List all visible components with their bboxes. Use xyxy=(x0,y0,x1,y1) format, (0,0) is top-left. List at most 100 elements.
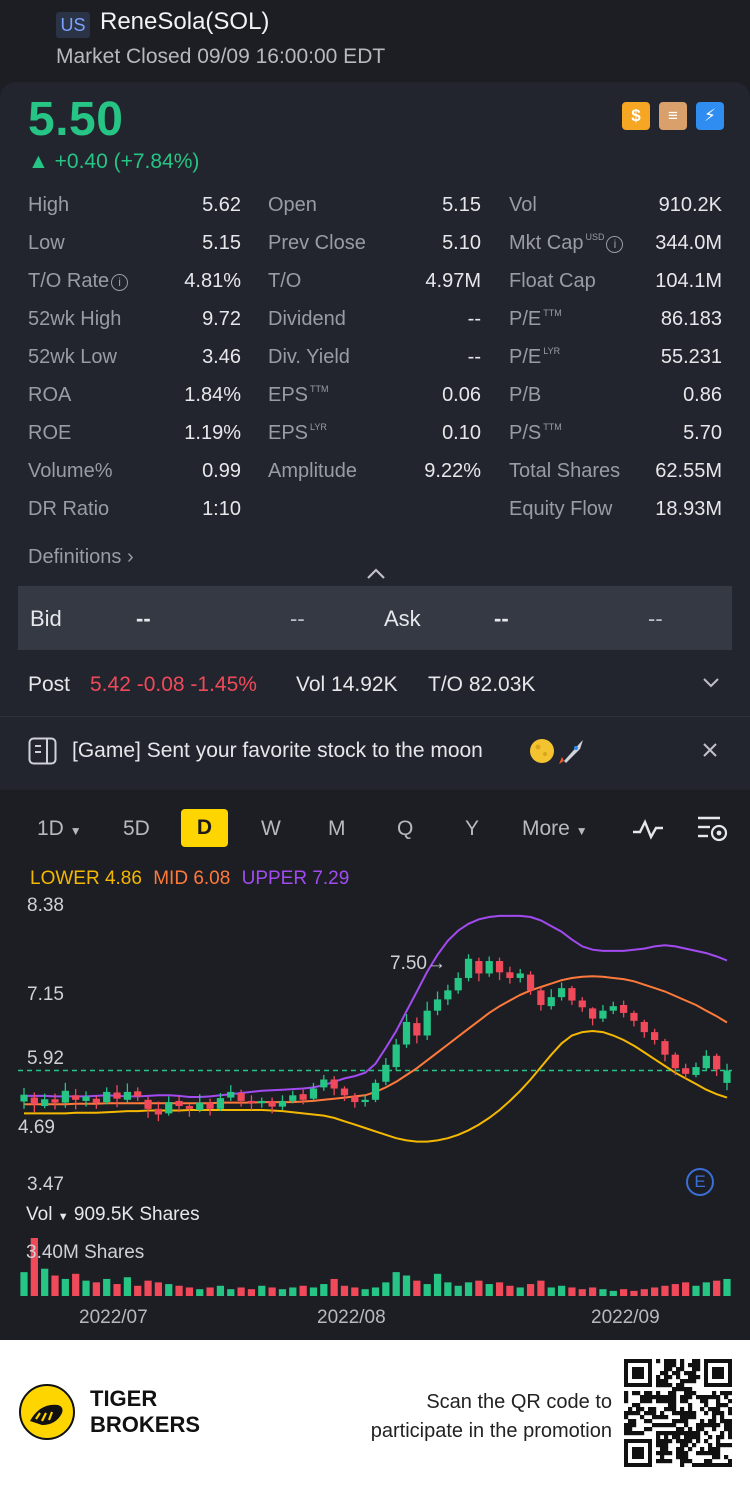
stat-label-text: Prev Close xyxy=(268,232,366,254)
caret-down-icon: ▼ xyxy=(575,824,588,838)
candle-body xyxy=(72,1095,80,1100)
stat-label-text: T/O xyxy=(268,270,302,292)
candle-body xyxy=(20,1094,28,1102)
stat-value: 5.15 xyxy=(442,194,481,217)
candle-body xyxy=(371,1082,380,1100)
tab-y[interactable]: Y xyxy=(465,817,480,840)
volume-bar xyxy=(216,1285,225,1296)
bid-size: -- xyxy=(290,606,305,631)
earnings-marker[interactable]: E xyxy=(686,1168,714,1196)
banner-text: [Game] Sent your favorite stock to the m… xyxy=(72,739,483,762)
info-icon[interactable]: i xyxy=(606,236,624,253)
volume-bar xyxy=(475,1280,483,1296)
candle-body xyxy=(247,1100,256,1104)
candle-body xyxy=(165,1102,173,1114)
candle-body xyxy=(289,1095,297,1101)
candle-body xyxy=(475,961,483,974)
candle-body xyxy=(454,977,462,991)
info-icon[interactable]: i xyxy=(111,274,129,291)
stat-label-text: Dividend xyxy=(268,308,346,330)
volume-bar xyxy=(72,1273,80,1296)
volume-bar xyxy=(599,1289,607,1296)
stat-value-text: 62.55M xyxy=(655,460,722,482)
tab-d[interactable]: D xyxy=(181,809,228,847)
post-price-change: 5.42 -0.08 -1.45% xyxy=(90,673,257,696)
stat-label: DR Ratio xyxy=(28,498,109,521)
candle-body xyxy=(433,999,442,1011)
volume-bar xyxy=(619,1289,628,1296)
stat-value-text: 18.93M xyxy=(655,498,722,520)
candle-body xyxy=(702,1055,710,1069)
volume-bar xyxy=(268,1287,276,1296)
tab-w[interactable]: W xyxy=(261,817,281,840)
volume-bar xyxy=(713,1280,721,1296)
post-market-row[interactable]: Post 5.42 -0.08 -1.45% Vol 14.92K T/O 82… xyxy=(0,655,750,715)
close-icon[interactable] xyxy=(702,742,718,758)
stat-label-text: EPS xyxy=(268,422,309,444)
candle-body xyxy=(578,1000,586,1008)
candlestick-chart[interactable] xyxy=(0,796,750,1340)
volume-bar xyxy=(651,1287,659,1296)
price-change: ▲ +0.40 (+7.84%) xyxy=(28,150,199,174)
boll-lower: LOWER 4.86 xyxy=(30,868,142,889)
bid-label: Bid xyxy=(30,606,62,631)
volume-bar xyxy=(547,1287,555,1296)
books-icon[interactable]: ≡ xyxy=(659,102,687,130)
stat-value-text: 4.97M xyxy=(425,270,481,292)
candle-body xyxy=(413,1023,421,1036)
stat-value-text: 0.10 xyxy=(442,422,481,444)
y-label: 5.92 xyxy=(27,1048,64,1069)
candle-body xyxy=(630,1012,638,1021)
volume-bar xyxy=(309,1287,318,1296)
candle-body xyxy=(268,1100,276,1107)
tab-m[interactable]: M xyxy=(328,817,346,840)
stat-label: Mkt Cap USD i xyxy=(509,232,624,255)
dollar-icon[interactable]: $ xyxy=(622,102,650,130)
stat-label: 52wk Low xyxy=(28,346,117,369)
stat-value: 1.84% xyxy=(184,384,241,407)
post-label: Post xyxy=(28,673,71,696)
promo-footer: TIGER BROKERS Scan the QR code to partic… xyxy=(0,1340,750,1486)
volume-bar xyxy=(41,1268,49,1296)
game-banner[interactable]: [Game] Sent your favorite stock to the m… xyxy=(0,716,750,782)
tab-more[interactable]: More ▼ xyxy=(522,817,588,841)
stat-label: ROA xyxy=(28,384,71,407)
tab-5d[interactable]: 5D xyxy=(123,817,150,840)
stat-value-text: 3.46 xyxy=(202,346,241,368)
y-label: 7.15 xyxy=(27,984,64,1005)
candle-body xyxy=(144,1099,152,1109)
volume-label: Vol xyxy=(26,1204,53,1225)
chevron-up-icon[interactable] xyxy=(366,567,386,581)
candle-body xyxy=(258,1100,266,1104)
candle-body xyxy=(444,990,452,1000)
flash-icon[interactable]: ⚡ xyxy=(696,102,724,130)
tab-q[interactable]: Q xyxy=(397,817,414,840)
volume-bar xyxy=(444,1282,452,1296)
post-volume: Vol 14.92K xyxy=(296,673,398,696)
candle-body xyxy=(123,1091,132,1100)
volume-bar xyxy=(495,1282,504,1296)
volume-bar xyxy=(661,1285,669,1296)
stat-value-text: 5.15 xyxy=(442,194,481,216)
indicator-icon[interactable] xyxy=(632,818,664,840)
stats-row: DR Ratio 1:10 Equity Flow 18.93M xyxy=(0,498,750,528)
candle-body xyxy=(103,1091,111,1103)
stats-row: Low 5.15 Prev Close 5.10 Mkt Cap USD i 344.0M xyxy=(0,232,750,262)
stat-value-text: 910.2K xyxy=(658,194,722,216)
definitions-link[interactable]: Definitions › xyxy=(28,546,134,569)
chevron-down-icon[interactable] xyxy=(702,677,720,689)
stat-label: P/B xyxy=(509,384,541,407)
tab-1d[interactable]: 1D ▼ xyxy=(37,817,82,841)
stat-value: 5.62 xyxy=(202,194,241,217)
chart-settings-icon[interactable] xyxy=(696,814,730,844)
stats-row: 52wk High 9.72 Dividend -- P/E TTM 86.183 xyxy=(0,308,750,338)
volume-value: 909.5K Shares xyxy=(73,1204,200,1225)
volume-bar xyxy=(723,1278,731,1296)
stat-value: 5.15 xyxy=(202,232,241,255)
stat-label-text: P/S xyxy=(509,422,542,444)
stat-label-text: Float Cap xyxy=(509,270,596,292)
volume-bar xyxy=(196,1289,204,1296)
volume-header[interactable]: Vol ▼ 909.5K Shares xyxy=(26,1204,200,1226)
stat-value: 4.97M xyxy=(425,270,481,293)
volume-bar xyxy=(568,1287,576,1296)
